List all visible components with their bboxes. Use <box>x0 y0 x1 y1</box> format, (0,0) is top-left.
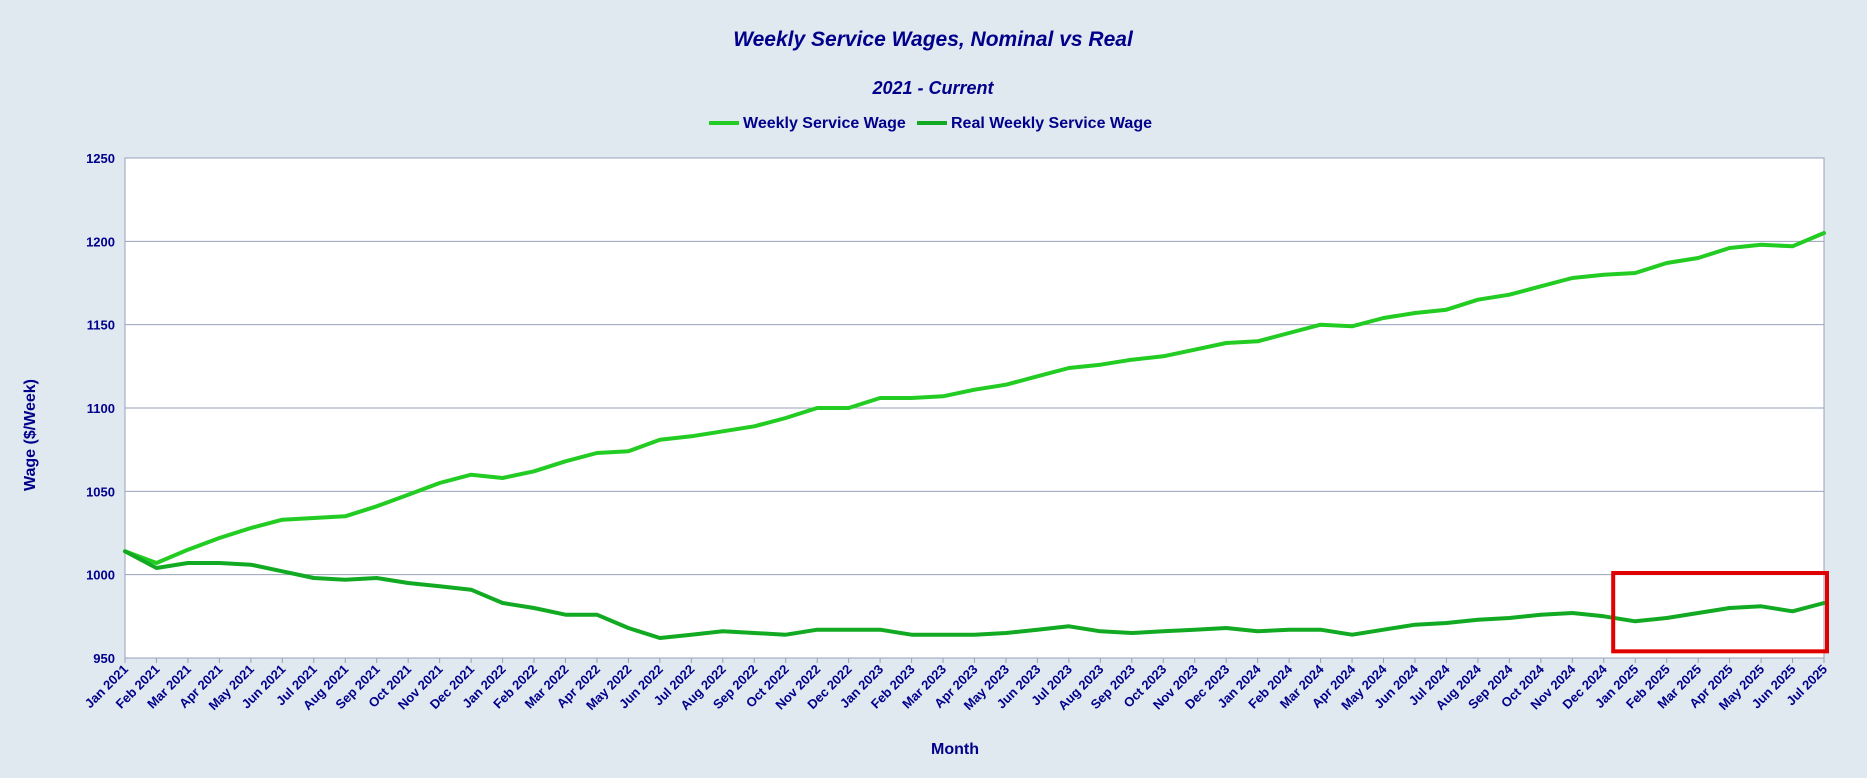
legend: Weekly Service Wage Real Weekly Service … <box>709 115 1152 132</box>
y-axis-label: Wage ($/Week) <box>22 379 39 491</box>
gridlines <box>125 240 1824 576</box>
y-tick-label: 1050 <box>86 484 115 499</box>
series-lines <box>123 231 1826 640</box>
legend-label-nominal: Weekly Service Wage <box>743 115 906 132</box>
y-tick-label: 1150 <box>87 318 115 333</box>
annotations <box>1611 571 1829 654</box>
x-axis-label: Month <box>931 741 979 758</box>
chart-title: Weekly Service Wages, Nominal vs Real <box>733 28 1134 51</box>
chart-subtitle: 2021 - Current <box>871 78 994 98</box>
y-tick-label: 1000 <box>86 568 115 583</box>
y-axis-ticks: 950 1000 1050 1100 1150 1200 1250 <box>86 151 115 666</box>
series-line-real-wage <box>123 549 1826 640</box>
y-tick-label: 950 <box>93 651 115 666</box>
y-tick-label: 1250 <box>86 151 115 166</box>
y-tick-label: 1100 <box>87 401 115 416</box>
y-tick-label: 1200 <box>86 234 115 249</box>
highlight-box <box>1611 571 1829 654</box>
series-line-nominal-wage <box>123 231 1826 565</box>
legend-label-real: Real Weekly Service Wage <box>951 115 1152 132</box>
